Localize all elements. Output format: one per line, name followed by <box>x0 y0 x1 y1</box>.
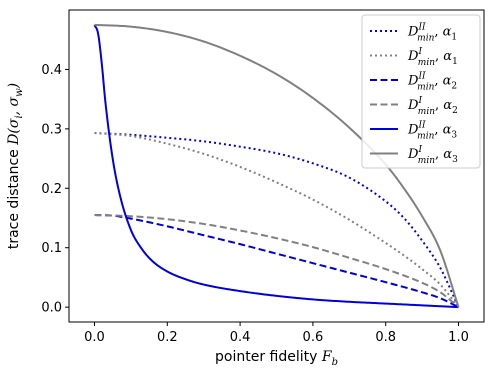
legend-label-5: DII min, α3 <box>407 121 457 142</box>
x-tick-label: 0.8 <box>375 330 396 345</box>
x-tick-label: 0.2 <box>157 330 178 345</box>
series-line-5 <box>93 24 459 309</box>
legend-label-2: DI min, α1 <box>407 47 458 68</box>
plot-area <box>93 23 460 309</box>
series-line-6 <box>94 23 460 308</box>
plot-frame <box>68 9 485 323</box>
legend-label-4: DI min, α2 <box>407 96 458 117</box>
x-tick-label: 0.0 <box>84 330 105 345</box>
x-axis-label: pointer fidelity Fb <box>215 349 338 368</box>
x-tick-label: 0.6 <box>303 330 324 345</box>
legend: DII min, α1 DI min, α1 DII min, α2 DI min, α2 DI… <box>361 14 481 169</box>
series-line-1 <box>94 132 460 308</box>
y-axis-label: trace distance D(σi, σw) <box>6 83 25 249</box>
x-tick-label: 0.4 <box>230 330 251 345</box>
x-tick-label: 1.0 <box>448 330 469 345</box>
y-tick-label: 0.1 <box>41 241 62 256</box>
series-line-3 <box>94 214 459 309</box>
y-tick-label: 0.0 <box>41 301 62 316</box>
series-line-2 <box>94 132 460 308</box>
y-tick-label: 0.3 <box>41 122 62 137</box>
y-tick-label: 0.4 <box>41 63 62 78</box>
legend-label-1: DII min, α1 <box>407 23 457 44</box>
series-line-4 <box>94 214 460 308</box>
axes: 0.0 0.2 0.4 0.6 0.8 1.0 0.0 0.1 0.2 0.3 0.4 <box>41 9 485 345</box>
legend-label-3: DII min, α2 <box>407 72 457 93</box>
legend-label-6: DI min, α3 <box>407 145 458 166</box>
y-tick-label: 0.2 <box>41 182 62 197</box>
